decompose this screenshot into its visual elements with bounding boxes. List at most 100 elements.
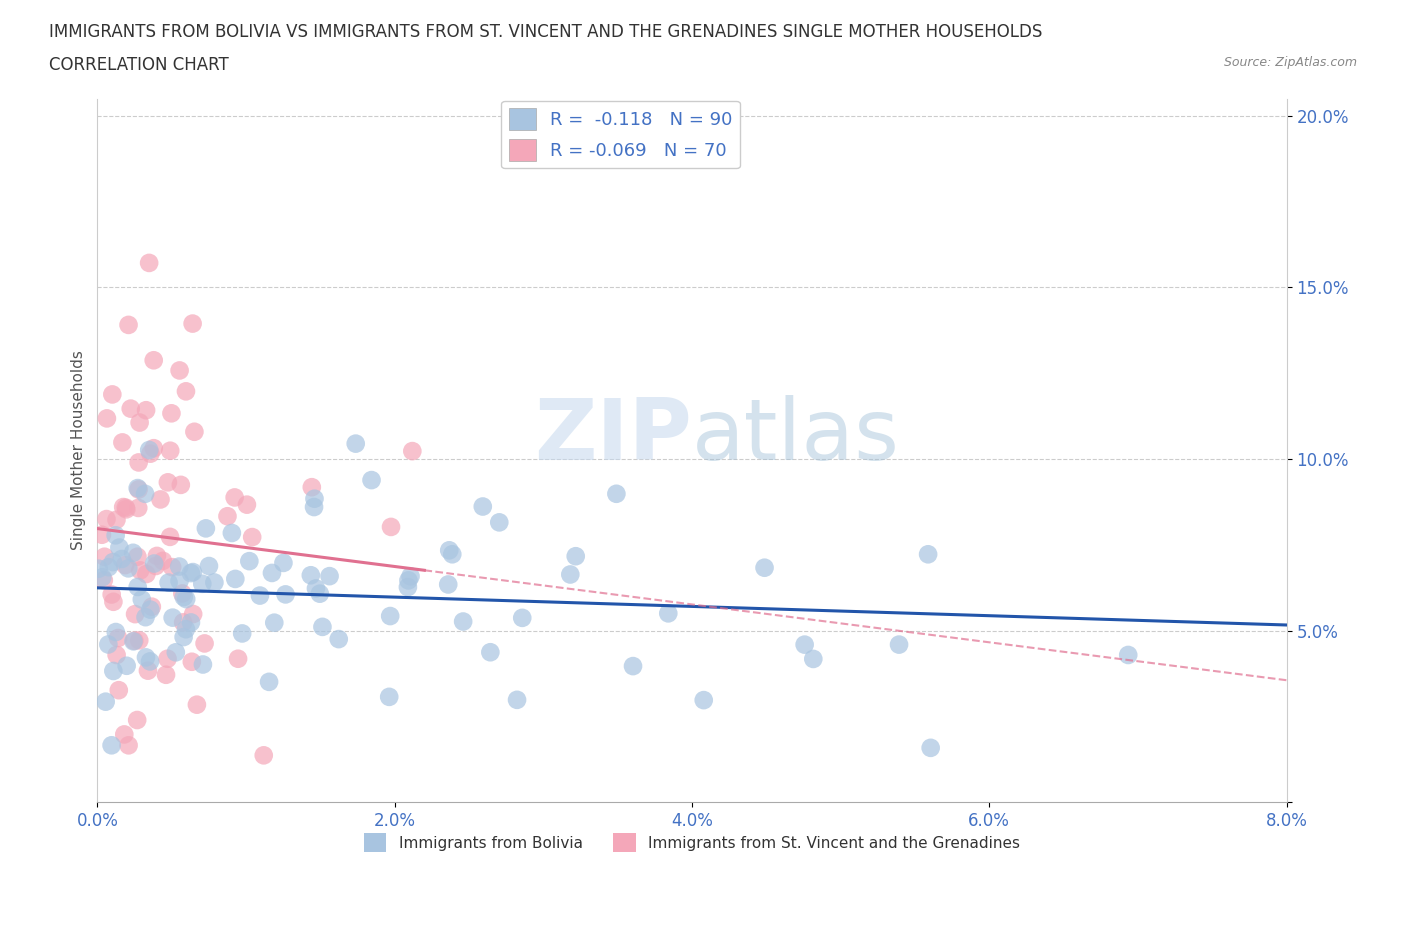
Point bbox=[299, 568, 322, 583]
Point bbox=[194, 521, 217, 536]
Point bbox=[96, 411, 118, 426]
Point bbox=[111, 435, 134, 450]
Point bbox=[114, 500, 136, 515]
Point bbox=[249, 588, 271, 603]
Point bbox=[115, 502, 138, 517]
Text: atlas: atlas bbox=[692, 395, 900, 478]
Point bbox=[226, 651, 249, 666]
Point bbox=[308, 586, 330, 601]
Y-axis label: Single Mother Households: Single Mother Households bbox=[72, 351, 86, 551]
Point bbox=[141, 599, 163, 614]
Point bbox=[174, 384, 197, 399]
Point bbox=[128, 633, 150, 648]
Point bbox=[401, 444, 423, 458]
Point bbox=[198, 559, 221, 574]
Point bbox=[107, 631, 129, 645]
Point bbox=[180, 655, 202, 670]
Point bbox=[135, 610, 157, 625]
Point bbox=[107, 683, 129, 698]
Point bbox=[439, 543, 461, 558]
Point bbox=[93, 573, 115, 588]
Point bbox=[793, 637, 815, 652]
Point bbox=[152, 553, 174, 568]
Point bbox=[510, 610, 533, 625]
Point bbox=[302, 499, 325, 514]
Point bbox=[437, 577, 460, 591]
Point bbox=[117, 317, 139, 332]
Point bbox=[136, 663, 159, 678]
Point bbox=[93, 550, 115, 565]
Point bbox=[181, 316, 204, 331]
Point bbox=[191, 577, 214, 591]
Point bbox=[754, 560, 776, 575]
Point bbox=[165, 644, 187, 659]
Point bbox=[139, 446, 162, 461]
Point bbox=[108, 540, 131, 555]
Point bbox=[122, 545, 145, 560]
Point bbox=[127, 712, 149, 727]
Point bbox=[122, 634, 145, 649]
Point bbox=[156, 651, 179, 666]
Point bbox=[115, 658, 138, 673]
Text: IMMIGRANTS FROM BOLIVIA VS IMMIGRANTS FROM ST. VINCENT AND THE GRENADINES SINGLE: IMMIGRANTS FROM BOLIVIA VS IMMIGRANTS FR… bbox=[49, 23, 1043, 41]
Point bbox=[169, 363, 191, 378]
Point bbox=[273, 555, 295, 570]
Point bbox=[191, 658, 214, 672]
Point bbox=[221, 525, 243, 540]
Point bbox=[194, 636, 217, 651]
Point bbox=[124, 633, 146, 648]
Point bbox=[172, 586, 194, 601]
Point bbox=[180, 615, 202, 630]
Point bbox=[488, 515, 510, 530]
Point bbox=[135, 650, 157, 665]
Point bbox=[441, 547, 464, 562]
Point bbox=[318, 569, 340, 584]
Point bbox=[260, 565, 283, 580]
Point bbox=[117, 561, 139, 576]
Point bbox=[138, 256, 160, 271]
Point bbox=[111, 551, 134, 566]
Point bbox=[138, 443, 160, 458]
Point bbox=[159, 444, 181, 458]
Point bbox=[127, 481, 149, 496]
Point bbox=[344, 436, 367, 451]
Point bbox=[162, 610, 184, 625]
Point bbox=[156, 475, 179, 490]
Point bbox=[186, 698, 208, 712]
Point bbox=[238, 553, 260, 568]
Point bbox=[304, 491, 326, 506]
Point bbox=[157, 575, 180, 590]
Point bbox=[120, 401, 142, 416]
Point bbox=[103, 594, 125, 609]
Point bbox=[801, 652, 824, 667]
Point bbox=[172, 615, 194, 630]
Point bbox=[305, 581, 328, 596]
Point bbox=[155, 668, 177, 683]
Point bbox=[253, 748, 276, 763]
Point bbox=[91, 570, 114, 585]
Point bbox=[101, 387, 124, 402]
Point bbox=[263, 616, 285, 631]
Legend: Immigrants from Bolivia, Immigrants from St. Vincent and the Grenadines: Immigrants from Bolivia, Immigrants from… bbox=[357, 827, 1026, 858]
Point bbox=[224, 571, 246, 586]
Point bbox=[174, 591, 197, 606]
Point bbox=[257, 674, 280, 689]
Point bbox=[224, 490, 246, 505]
Point bbox=[231, 626, 253, 641]
Point bbox=[693, 693, 716, 708]
Point bbox=[97, 637, 120, 652]
Point bbox=[100, 587, 122, 602]
Point bbox=[94, 694, 117, 709]
Point bbox=[139, 603, 162, 618]
Point bbox=[143, 556, 166, 571]
Point bbox=[117, 737, 139, 752]
Point bbox=[380, 520, 402, 535]
Point bbox=[104, 625, 127, 640]
Point bbox=[236, 498, 259, 512]
Point bbox=[159, 529, 181, 544]
Point bbox=[506, 693, 529, 708]
Point bbox=[105, 512, 128, 527]
Point bbox=[145, 559, 167, 574]
Point bbox=[169, 574, 191, 589]
Point bbox=[173, 630, 195, 644]
